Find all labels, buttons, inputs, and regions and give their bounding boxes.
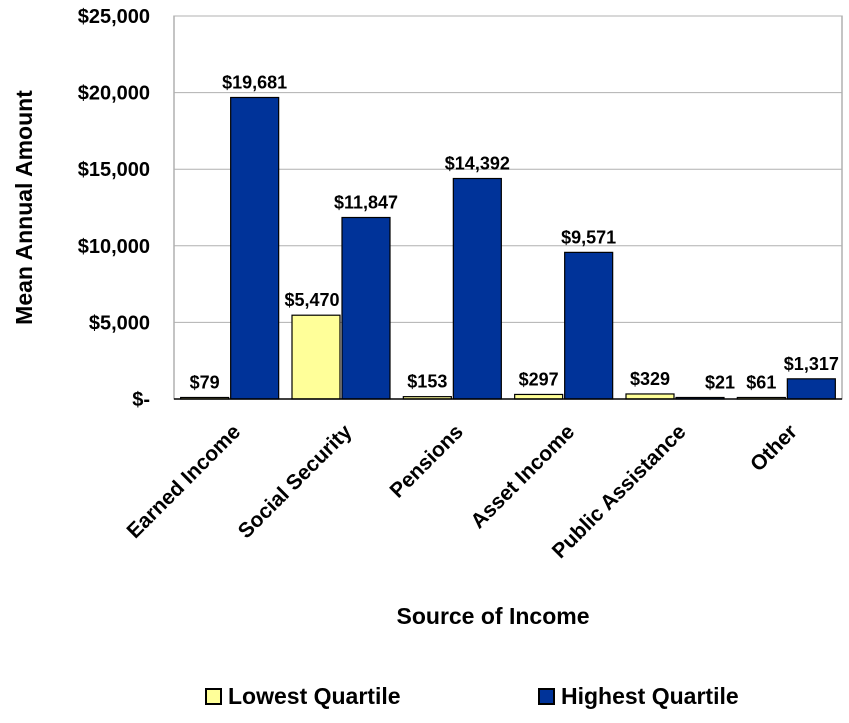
- legend-item-lowest: Lowest Quartile: [205, 683, 401, 710]
- data-label: $297: [519, 369, 559, 389]
- bar-highest-pensions: [452, 177, 502, 400]
- y-tick-label: $5,000: [89, 312, 150, 334]
- x-category-label: Earned Income: [122, 420, 245, 543]
- legend-label-lowest: Lowest Quartile: [228, 683, 401, 709]
- y-tick-label: $15,000: [78, 159, 150, 181]
- y-axis-ticks: $- $5,000 $10,000 $15,000 $20,000 $25,000: [78, 6, 150, 411]
- data-label: $153: [407, 372, 447, 392]
- data-label: $1,317: [784, 354, 839, 374]
- bar-lowest-social-security: [291, 314, 341, 400]
- y-tick-label: $10,000: [78, 236, 150, 258]
- bar-highest-earned-income: [230, 96, 280, 400]
- y-tick-label: $-: [132, 389, 150, 411]
- legend-item-highest: Highest Quartile: [538, 683, 739, 710]
- bar-chart: $- $5,000 $10,000 $15,000 $20,000 $25,000 $79…: [11, 6, 843, 629]
- legend: Lowest Quartile Highest Quartile: [0, 683, 849, 719]
- y-tick-label: $20,000: [78, 83, 150, 105]
- bar-highest-asset-income: [564, 251, 614, 400]
- data-label: $14,392: [445, 154, 510, 174]
- x-category-label: Pensions: [386, 420, 468, 502]
- data-label: $61: [746, 373, 776, 393]
- legend-label-highest: Highest Quartile: [561, 683, 739, 709]
- x-category-label: Social Security: [234, 420, 357, 543]
- y-axis-title: Mean Annual Amount: [11, 90, 37, 325]
- data-label: $79: [190, 373, 220, 393]
- bar-highest-other: [786, 378, 836, 400]
- legend-swatch-highest: [538, 688, 555, 705]
- data-labels: $79 $19,681 $5,470 $11,847 $153 $14,392 $297 $9…: [190, 72, 839, 392]
- data-label: $11,847: [334, 193, 398, 213]
- x-category-label: Other: [746, 420, 802, 476]
- gridlines: [174, 15, 842, 323]
- legend-swatch-lowest: [205, 688, 222, 705]
- bar-lowest-public-assistance: [625, 393, 675, 400]
- y-tick-label: $25,000: [78, 6, 150, 28]
- data-label: $5,470: [284, 290, 339, 310]
- data-label: $9,571: [561, 227, 616, 247]
- data-label: $329: [630, 369, 670, 389]
- bars: [180, 96, 836, 400]
- plot-area: [173, 15, 843, 400]
- data-label: $21: [705, 373, 735, 393]
- x-axis-title: Source of Income: [397, 603, 590, 629]
- x-category-label: Asset Income: [466, 420, 579, 533]
- data-label: $19,681: [222, 72, 287, 92]
- bar-highest-social-security: [341, 216, 391, 400]
